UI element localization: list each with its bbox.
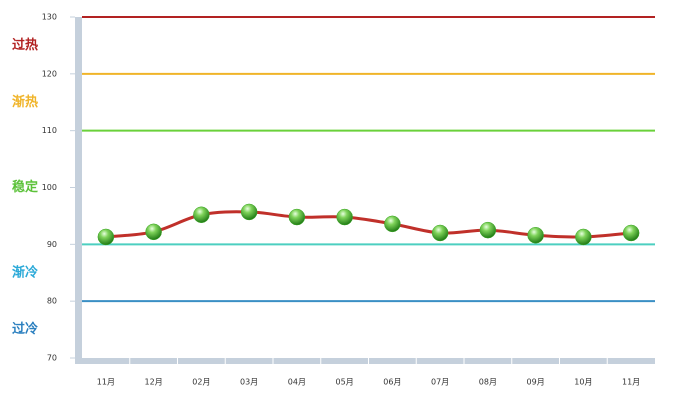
y-tick-label: 70 [47, 354, 57, 363]
x-tick-label: 06月 [383, 378, 401, 387]
y-tick-label: 100 [42, 183, 57, 192]
marker [431, 224, 449, 242]
x-tick-label: 11月 [97, 378, 115, 387]
marker [145, 223, 162, 241]
marker [622, 224, 640, 242]
x-tick-label: 03月 [240, 378, 258, 387]
y-tick-label: 130 [42, 13, 57, 22]
x-tick-label: 04月 [288, 378, 306, 387]
zone-label: 稳定 [12, 179, 38, 195]
x-tick-label: 12月 [145, 378, 163, 387]
x-tick-label: 05月 [336, 378, 354, 387]
x-axis-bar [75, 358, 655, 364]
y-axis-bar [75, 17, 82, 364]
marker [97, 228, 115, 246]
zone-label: 过冷 [12, 321, 38, 337]
x-tick-label: 09月 [527, 378, 545, 387]
zone-label: 过热 [12, 37, 38, 53]
marker [527, 226, 544, 244]
marker [336, 208, 353, 226]
x-tick-label: 11月 [622, 378, 640, 387]
x-tick-label: 07月 [431, 378, 449, 387]
y-tick-label: 90 [47, 240, 57, 249]
marker [288, 208, 306, 226]
y-tick-label: 110 [42, 126, 57, 135]
y-tick-label: 120 [42, 69, 57, 78]
line [105, 210, 632, 239]
x-tick-label: 08月 [479, 378, 497, 387]
y-tick-label: 80 [47, 297, 57, 306]
marker [193, 206, 210, 224]
x-tick-label: 02月 [192, 378, 210, 387]
marker [575, 228, 592, 246]
marker [479, 221, 497, 239]
marker [240, 203, 258, 221]
x-tick-label: 10月 [574, 378, 592, 387]
zone-label: 渐冷 [12, 264, 38, 280]
marker [384, 215, 401, 233]
zone-label: 渐热 [12, 94, 38, 110]
